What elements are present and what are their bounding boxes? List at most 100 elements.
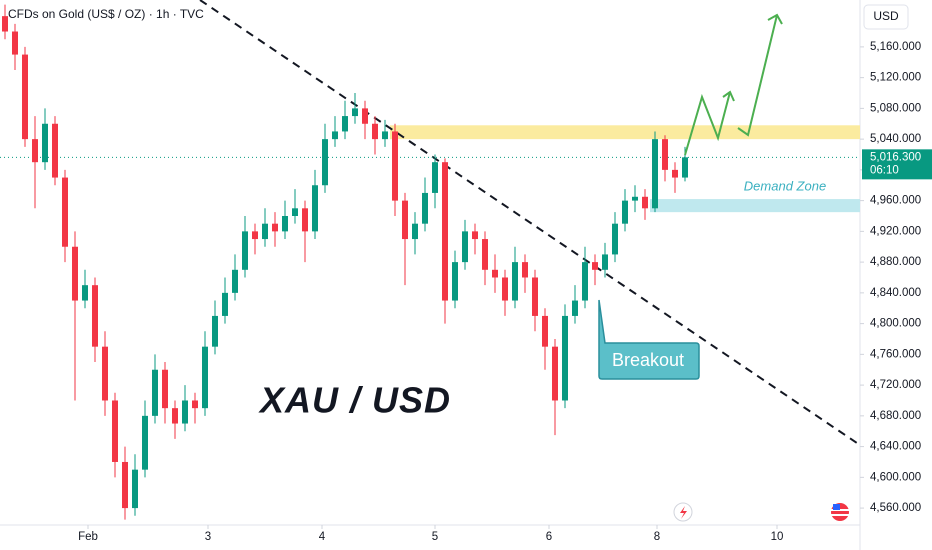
x-tick-label: 10 (771, 531, 784, 543)
candle-body (202, 346, 208, 409)
candle-body (22, 54, 28, 140)
candle-body (142, 415, 148, 470)
y-tick-label: 4,720.000 (870, 379, 921, 391)
candle-body (122, 461, 128, 509)
candle-body (502, 277, 508, 301)
candle-body (422, 192, 428, 224)
flag-canton (833, 504, 840, 510)
currency-button[interactable] (863, 4, 909, 30)
candle-body (42, 123, 48, 163)
candle-body (82, 285, 88, 301)
x-tick-label: Feb (78, 531, 98, 543)
candle-body (492, 269, 498, 278)
candle-body (282, 215, 288, 232)
candle-body (642, 196, 648, 209)
candle-body (212, 315, 218, 347)
candle-body (542, 315, 548, 347)
candle-body (92, 285, 98, 347)
x-tick-label: 6 (546, 531, 552, 543)
y-tick-label: 5,080.000 (870, 102, 921, 114)
candle-body (532, 277, 538, 316)
candle-body (162, 369, 168, 409)
y-tick-label: 5,160.000 (870, 41, 921, 53)
candle-body (62, 177, 68, 247)
candle-body (572, 300, 578, 316)
candle-body (392, 131, 398, 201)
price-zone (650, 199, 860, 213)
candle-body (232, 269, 238, 293)
candle-body (432, 162, 438, 193)
y-tick-label: 5,120.000 (870, 72, 921, 84)
candle-body (452, 262, 458, 301)
candle-body (632, 196, 638, 201)
chart-title: CFDs on Gold (US$ / OZ) · 1h · TVC (8, 7, 204, 21)
arrow-head (767, 13, 783, 25)
candle-body (552, 346, 558, 401)
candle-body (252, 231, 258, 240)
candle-body (662, 139, 668, 170)
y-tick-label: 4,680.000 (870, 410, 921, 422)
arrow-path (684, 91, 731, 156)
candle-body (612, 223, 618, 255)
candle-body (342, 116, 348, 132)
last-price-text: 5,016.300 (870, 151, 921, 163)
candle-body (2, 16, 8, 32)
candle-body (32, 139, 38, 163)
flag-stripe (831, 514, 849, 516)
candle-body (102, 346, 108, 401)
icons (673, 502, 849, 522)
arrow-head (722, 90, 735, 102)
candle-body (672, 169, 678, 178)
candle-body (562, 315, 568, 401)
candle-body (182, 400, 188, 424)
last-price-box (862, 149, 932, 180)
y-tick-label: 4,880.000 (870, 256, 921, 268)
candle-body (412, 223, 418, 240)
x-tick-label: 3 (205, 531, 211, 543)
candle-body (522, 262, 528, 278)
projection-arrows (684, 13, 783, 156)
currency[interactable]: USD (873, 9, 899, 23)
candle-body (292, 208, 298, 216)
y-tick-label: 4,600.000 (870, 471, 921, 483)
y-tick-label: 4,560.000 (870, 502, 921, 514)
candle-body (222, 292, 228, 316)
arrow-path (737, 14, 778, 137)
y-tick-label: 4,840.000 (870, 287, 921, 299)
candle-body (312, 185, 318, 232)
watermark: XAU / USD (258, 380, 451, 421)
candle-body (172, 408, 178, 424)
countdown-text: 06:10 (870, 164, 899, 176)
candle-body (382, 131, 388, 140)
candle-body (192, 400, 198, 409)
candle-body (272, 223, 278, 232)
candle-body (472, 231, 478, 240)
candle-body (132, 469, 138, 509)
candle-body (302, 208, 308, 232)
candle-body (462, 231, 468, 263)
callout-text: Breakout (612, 350, 684, 370)
price-zone (390, 125, 860, 140)
x-tick-label: 8 (654, 531, 660, 543)
candle-body (512, 262, 518, 301)
x-tick-label: 4 (319, 531, 326, 543)
candle-body (372, 123, 378, 140)
candle-body (12, 31, 18, 55)
y-tick-label: 4,640.000 (870, 441, 921, 453)
candle-body (592, 262, 598, 270)
y-tick-label: 5,040.000 (870, 133, 921, 145)
zone-label: Demand Zone (744, 179, 826, 194)
candle-body (402, 200, 408, 240)
y-tick-label: 4,760.000 (870, 348, 921, 360)
candle-body (682, 157, 688, 178)
candle-body (622, 200, 628, 224)
candle-body (582, 262, 588, 301)
bolt (680, 506, 687, 519)
trendline (199, 0, 861, 446)
x-tick-label: 5 (432, 531, 438, 543)
candle-body (652, 139, 658, 209)
callout-box (598, 299, 700, 380)
candle-body (602, 254, 608, 270)
